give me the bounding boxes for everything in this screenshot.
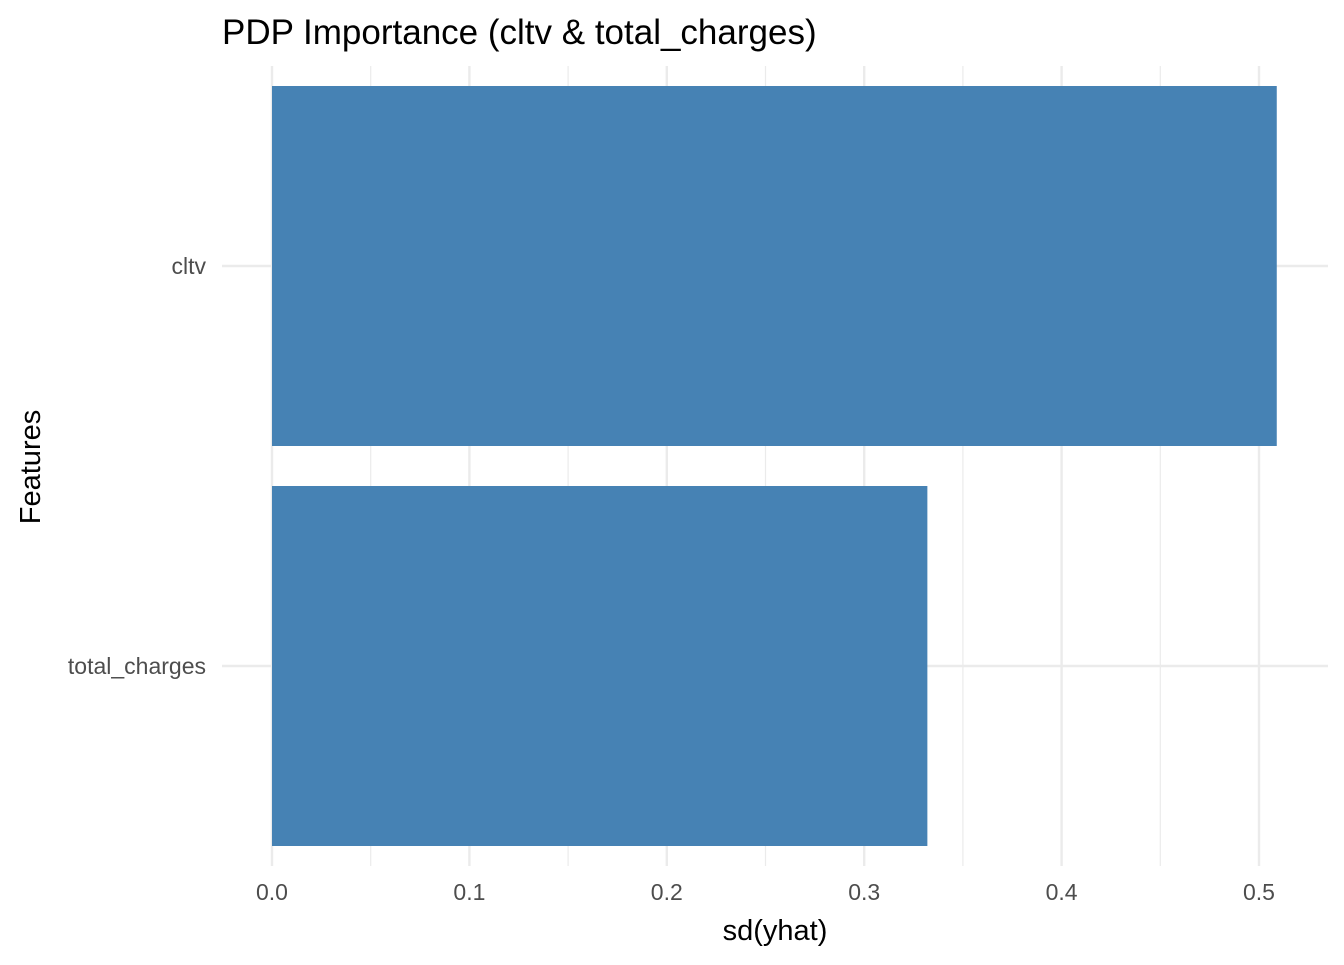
x-tick-label: 0.2 bbox=[651, 879, 683, 905]
bar-layer bbox=[272, 86, 1277, 846]
y-tick-label: total_charges bbox=[68, 653, 206, 679]
chart-title: PDP Importance (cltv & total_charges) bbox=[222, 13, 817, 52]
tick-label-layer: 0.0 0.1 0.2 0.3 0.4 0.5 cltv total_charges bbox=[68, 253, 1275, 905]
y-tick-label: cltv bbox=[172, 253, 207, 279]
x-tick-label: 0.0 bbox=[256, 879, 288, 905]
bar-total-charges bbox=[272, 486, 928, 846]
x-tick-label: 0.1 bbox=[453, 879, 485, 905]
x-tick-label: 0.3 bbox=[848, 879, 880, 905]
bar-cltv bbox=[272, 86, 1277, 446]
y-axis-title: Features bbox=[15, 410, 47, 524]
x-axis-title: sd(yhat) bbox=[723, 915, 828, 947]
x-tick-label: 0.4 bbox=[1046, 879, 1078, 905]
x-tick-label: 0.5 bbox=[1243, 879, 1275, 905]
